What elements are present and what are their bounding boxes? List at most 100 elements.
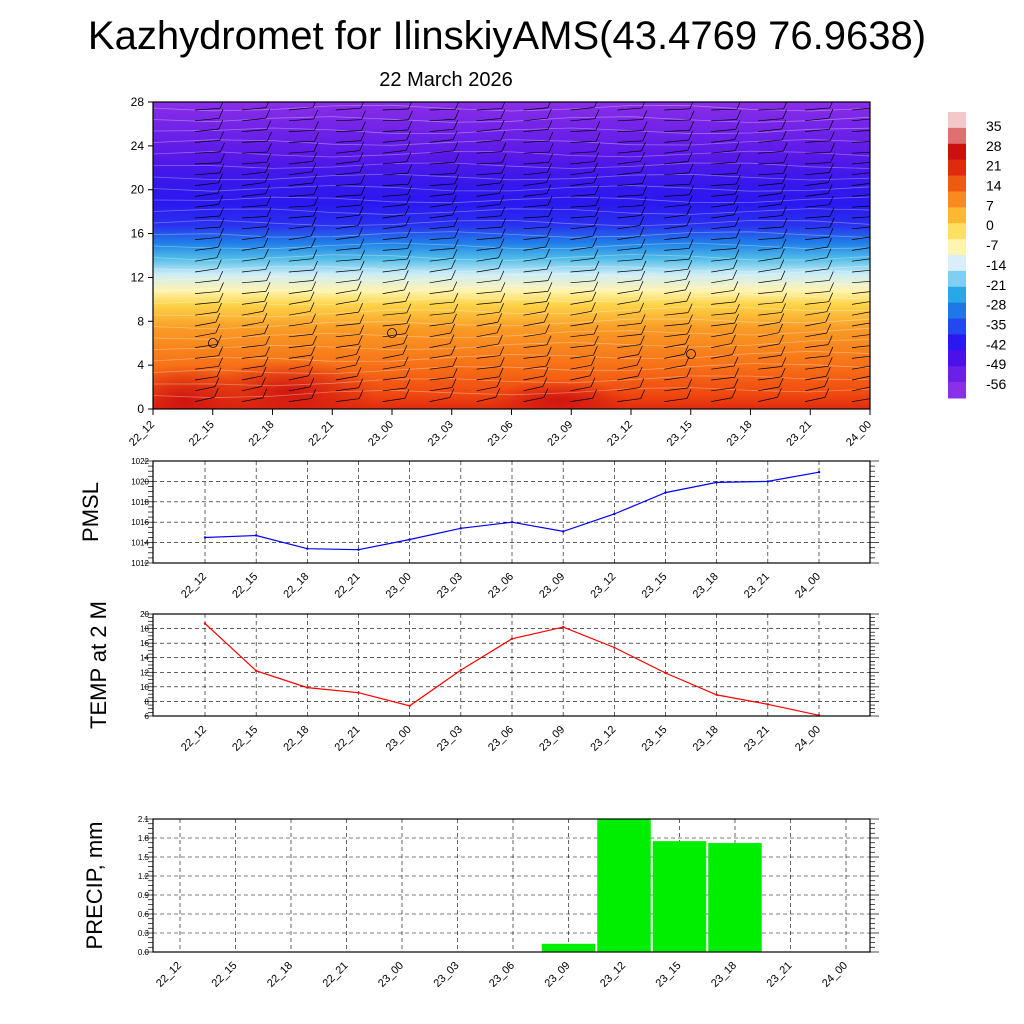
wind-barb-flag (266, 196, 272, 206)
wind-barb-flag (499, 119, 505, 130)
wind-barb (335, 300, 358, 305)
wind-barb (851, 205, 870, 208)
x-tick-label: 22_12 (179, 724, 209, 754)
wind-barb (335, 279, 359, 284)
wind-barb (429, 290, 453, 294)
wind-barb (851, 280, 870, 284)
wind-barb-flag (593, 249, 599, 259)
wind-barb (617, 258, 643, 262)
wind-barb (805, 215, 831, 219)
wind-barb-flag (359, 325, 365, 335)
temp-frame (152, 613, 871, 717)
x-tick-label: 23_00 (366, 419, 396, 449)
isotherm-line (153, 219, 870, 227)
wind-barb (476, 237, 502, 240)
wind-barb (382, 333, 406, 338)
wind-barb (711, 129, 736, 132)
isotherm-line (153, 363, 870, 375)
wind-barb-flag (312, 249, 318, 259)
wind-barb-flag (687, 227, 693, 238)
wind-barb (617, 119, 643, 122)
wind-barb (758, 139, 783, 143)
wind-barb-flag (548, 217, 553, 228)
wind-barb-flag (779, 313, 785, 323)
wind-barb (805, 301, 829, 305)
wind-barb (382, 150, 407, 154)
wind-barb (429, 139, 454, 143)
wind-barb-flag (592, 313, 597, 323)
wind-barb-flag (689, 110, 695, 121)
wind-barb (288, 364, 310, 370)
wind-barb (429, 150, 454, 154)
wind-barb-flag (827, 357, 833, 367)
wind-barb (429, 183, 455, 186)
wind-barb-flag (547, 195, 553, 206)
wind-barb-flag (829, 131, 835, 141)
wind-barb (241, 107, 267, 111)
wind-barb-flag (496, 323, 502, 333)
wind-barb (241, 280, 267, 284)
wind-barb-flag (308, 356, 314, 366)
wind-barb-flag (217, 335, 222, 345)
wind-barb-flag (498, 334, 503, 345)
y-tick-label: 12 (131, 270, 145, 284)
wind-barb-flag (214, 377, 220, 387)
wind-barb-flag (687, 260, 693, 270)
wind-barb-flag (637, 366, 643, 377)
wind-barb-flag (311, 313, 316, 323)
wind-barb (476, 268, 499, 273)
wind-barb-flag (876, 98, 880, 107)
wind-barb (523, 140, 549, 143)
temp-line-point (664, 671, 667, 675)
wind-barb-flag (874, 389, 878, 398)
wind-barb-flag (874, 313, 878, 322)
wind-barb-flag (641, 250, 647, 260)
precip-bar (597, 819, 651, 952)
wind-barb-flag (689, 102, 694, 109)
wind-barb-flag (685, 280, 690, 291)
wind-barb-flag (829, 207, 835, 217)
wind-barb (194, 162, 221, 165)
wind-barb-flag (783, 164, 788, 174)
wind-barb (476, 139, 501, 143)
wind-barb-flag (548, 207, 553, 217)
wind-barb (805, 128, 830, 132)
wind-barb-flag (734, 130, 740, 140)
wind-barb (758, 312, 782, 316)
wind-barb (429, 268, 452, 273)
wind-barb-flag (453, 292, 459, 303)
wind-barb-flag (309, 302, 315, 312)
wind-barb-flag (875, 249, 879, 258)
wind-barb (523, 344, 548, 348)
wind-barb-flag (734, 368, 740, 378)
x-tick-label: 22_15 (187, 419, 217, 449)
wind-barb-flag (359, 314, 365, 324)
wind-barb-flag (360, 102, 364, 109)
pmsl-line-point (357, 548, 360, 551)
wind-barb (429, 312, 454, 316)
wind-barb-flag (591, 291, 597, 301)
wind-barb (711, 108, 738, 111)
isotherm-line (153, 185, 870, 192)
wind-barb-flag (593, 173, 599, 183)
wind-barb (288, 354, 312, 359)
wind-barb-flag (546, 184, 552, 194)
wind-barb-flag (640, 238, 646, 248)
wind-barb (711, 322, 735, 327)
wind-barb-flag (314, 132, 319, 142)
wind-barb-flag (689, 121, 695, 131)
pmsl-line-point (203, 536, 207, 539)
wind-barb (241, 333, 265, 338)
wind-barb (758, 386, 780, 392)
wind-barb (382, 119, 409, 122)
colorbar-label: -49 (986, 356, 1006, 372)
wind-barb-flag (733, 281, 739, 291)
wind-barb-flag (736, 174, 741, 185)
x-tick-label: 22_18 (265, 960, 295, 990)
wind-barb (617, 344, 641, 348)
wind-barb (664, 248, 690, 251)
wind-barb-flag (500, 109, 506, 119)
wind-barb-flag (780, 346, 786, 356)
wind-barb (805, 291, 830, 294)
wind-barb (335, 323, 360, 327)
